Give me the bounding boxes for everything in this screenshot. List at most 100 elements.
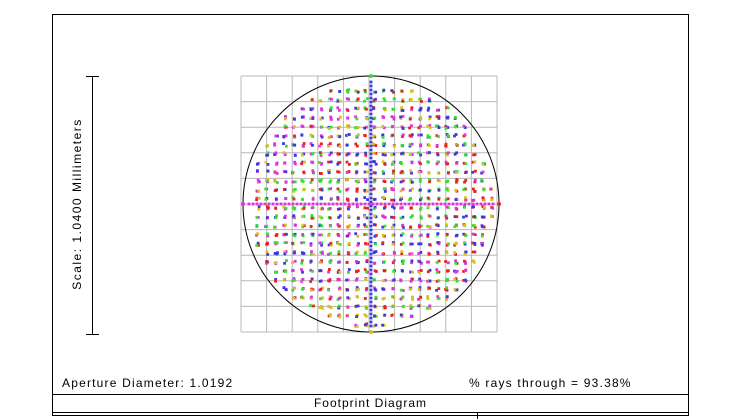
spot-field-2 [480, 224, 484, 228]
spot-field-5 [327, 304, 331, 308]
spot-field-2 [355, 315, 358, 318]
spot-field-5 [490, 198, 494, 201]
spot-field-2 [327, 171, 331, 175]
spot-field-1 [274, 189, 278, 192]
spot-field-4 [301, 125, 305, 128]
spot-field-3 [454, 261, 458, 265]
spot-field-4 [355, 260, 358, 263]
spot-field-1 [473, 180, 477, 184]
spot-field-4 [417, 252, 421, 255]
spot-field-2 [369, 220, 373, 224]
spot-field-3 [275, 214, 278, 218]
spot-field-3 [480, 178, 483, 182]
spot-field-5 [454, 171, 458, 174]
spot-field-1 [365, 287, 369, 290]
spot-field-1 [347, 170, 351, 173]
spot-field-3 [464, 162, 468, 166]
spot-field-2 [363, 188, 367, 192]
spot-field-3 [455, 224, 459, 228]
spot-field-3 [284, 270, 287, 273]
spot-field-4 [335, 202, 339, 206]
spot-field-4 [320, 162, 324, 165]
spot-field-1 [372, 98, 376, 102]
spot-field-2 [283, 252, 287, 256]
spot-field-3 [444, 126, 448, 130]
spot-field-5 [481, 162, 485, 166]
spot-field-2 [401, 269, 404, 273]
spot-field-2 [369, 184, 373, 188]
spot-field-4 [435, 268, 439, 271]
spot-field-2 [369, 248, 373, 252]
spot-field-3 [471, 224, 475, 227]
spot-field-3 [363, 99, 366, 103]
spot-field-2 [369, 324, 373, 328]
spot-field-4 [329, 118, 333, 121]
spot-field-2 [355, 286, 359, 289]
spot-field-2 [401, 127, 405, 130]
spot-field-4 [379, 202, 383, 206]
spot-field-3 [418, 97, 422, 101]
spot-field-2 [369, 256, 373, 260]
spot-field-1 [391, 261, 395, 265]
spot-field-1 [473, 190, 477, 193]
spot-field-2 [284, 288, 288, 292]
spot-field-2 [365, 216, 369, 220]
spot-field-5 [292, 296, 296, 300]
spot-field-1 [435, 279, 439, 283]
spot-field-3 [255, 215, 259, 219]
spot-field-2 [409, 242, 413, 246]
spot-field-2 [402, 226, 405, 229]
spot-field-2 [369, 272, 373, 276]
spot-field-5 [408, 287, 412, 291]
spot-field-4 [420, 261, 423, 265]
spot-field-2 [381, 287, 385, 291]
spot-field-2 [318, 224, 322, 228]
edge-marker [497, 202, 501, 206]
spot-field-3 [463, 205, 466, 209]
spot-field-2 [369, 140, 373, 144]
spot-field-1 [312, 304, 315, 308]
spot-field-4 [411, 202, 415, 206]
spot-field-2 [369, 124, 373, 128]
spot-field-4 [417, 223, 421, 227]
spot-field-2 [273, 153, 276, 156]
spot-field-4 [401, 223, 405, 227]
spot-field-3 [355, 135, 358, 138]
spot-field-3 [463, 153, 467, 157]
spot-field-4 [373, 286, 376, 290]
spot-field-2 [369, 228, 373, 232]
spot-field-4 [459, 202, 463, 206]
spot-field-5 [372, 142, 375, 146]
rays-through-label: % rays through = 93.38% [469, 376, 632, 390]
spot-field-4 [381, 253, 385, 256]
spot-field-4 [310, 295, 313, 299]
spot-field-1 [346, 109, 350, 112]
spot-field-2 [373, 314, 376, 318]
spot-field-3 [373, 116, 377, 120]
spot-field-5 [355, 295, 359, 298]
spot-field-5 [373, 214, 376, 218]
spot-field-5 [463, 224, 467, 228]
spot-field-3 [410, 305, 414, 309]
diagram-title: Footprint Diagram [52, 394, 689, 413]
spot-field-5 [427, 205, 430, 208]
spot-field-3 [365, 233, 368, 236]
spot-field-1 [336, 187, 340, 191]
spot-field-4 [447, 202, 451, 206]
spot-field-4 [431, 202, 435, 206]
spot-field-1 [445, 106, 449, 109]
spot-field-3 [365, 142, 369, 146]
spot-field-5 [318, 260, 322, 264]
spot-field-4 [327, 253, 330, 256]
spot-field-4 [284, 214, 287, 218]
spot-field-1 [446, 269, 450, 272]
spot-field-2 [382, 144, 386, 148]
spot-field-3 [320, 241, 324, 245]
spot-field-3 [401, 259, 405, 263]
spot-field-3 [437, 279, 441, 283]
spot-field-2 [373, 305, 377, 308]
spot-field-2 [369, 280, 373, 284]
spot-field-2 [369, 120, 373, 124]
spot-field-1 [310, 98, 314, 101]
spot-field-3 [365, 97, 369, 100]
